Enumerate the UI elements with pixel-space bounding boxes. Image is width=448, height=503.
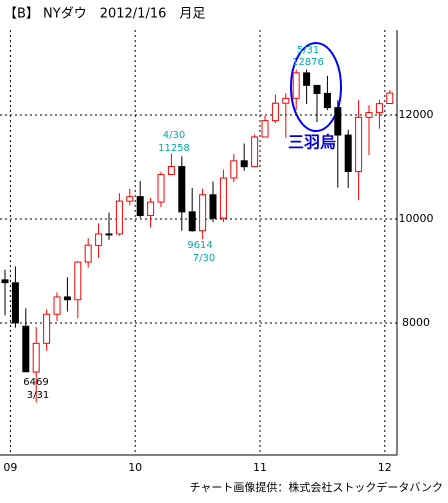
candle-body <box>199 194 207 232</box>
highlight-ellipse <box>290 42 342 132</box>
annotation: 3/31 <box>27 390 49 401</box>
annotation: 11258 <box>158 143 190 154</box>
candle-body <box>323 92 331 109</box>
y-tick-label: 8000 <box>402 316 430 329</box>
candle-body <box>209 194 217 219</box>
candle-body <box>105 233 113 236</box>
candle-body <box>74 261 82 301</box>
y-tick-label: 12000 <box>399 108 434 121</box>
annotation: 12876 <box>292 57 324 68</box>
candle-body <box>219 177 227 219</box>
x-tick-label: 09 <box>3 461 17 474</box>
candle-body <box>147 201 155 216</box>
candle-body <box>157 173 165 203</box>
annotation: 6469 <box>23 377 48 388</box>
candle-body <box>167 166 175 175</box>
candle-body <box>292 72 300 99</box>
candle-body <box>386 92 394 105</box>
candle-body <box>95 233 103 246</box>
candle-body <box>261 120 269 138</box>
annotation: 5/31 <box>297 45 319 56</box>
candle-body <box>1 279 9 284</box>
candle-body <box>251 136 259 168</box>
candle-body <box>188 211 196 232</box>
candle-body <box>344 134 352 173</box>
x-tick-label: 12 <box>378 461 392 474</box>
candle-body <box>63 296 71 301</box>
candle-body <box>22 325 30 373</box>
candle-body <box>136 196 144 216</box>
candle-body <box>355 116 363 173</box>
chart-title: 【B】 NYダウ 2012/1/16 月足 <box>4 7 205 22</box>
annotation: 7/30 <box>193 253 215 264</box>
candle-body <box>282 97 290 104</box>
candle-body <box>240 160 248 168</box>
candle-body <box>178 166 186 213</box>
candle-body <box>365 112 373 118</box>
candle-body <box>115 200 123 235</box>
annotation: 4/30 <box>163 130 185 141</box>
annotation: 三羽烏 <box>288 133 336 152</box>
candle-body <box>230 160 238 179</box>
candle-body <box>313 84 321 94</box>
candle-body <box>84 244 92 263</box>
x-tick-label: 10 <box>128 461 142 474</box>
candle-body <box>43 313 51 344</box>
candle-body <box>126 196 134 202</box>
candle-body <box>53 296 61 315</box>
candle-body <box>375 103 383 114</box>
candle-body <box>334 107 342 136</box>
footer: チャート画像提供：株式会社ストックデータバンク <box>190 480 443 494</box>
x-tick-label: 11 <box>253 461 267 474</box>
candle-body <box>32 342 40 373</box>
annotation: 9614 <box>187 240 212 251</box>
candle-body <box>11 282 19 324</box>
y-tick-label: 10000 <box>399 212 434 225</box>
candle-body <box>271 102 279 122</box>
candle-body <box>303 72 311 86</box>
